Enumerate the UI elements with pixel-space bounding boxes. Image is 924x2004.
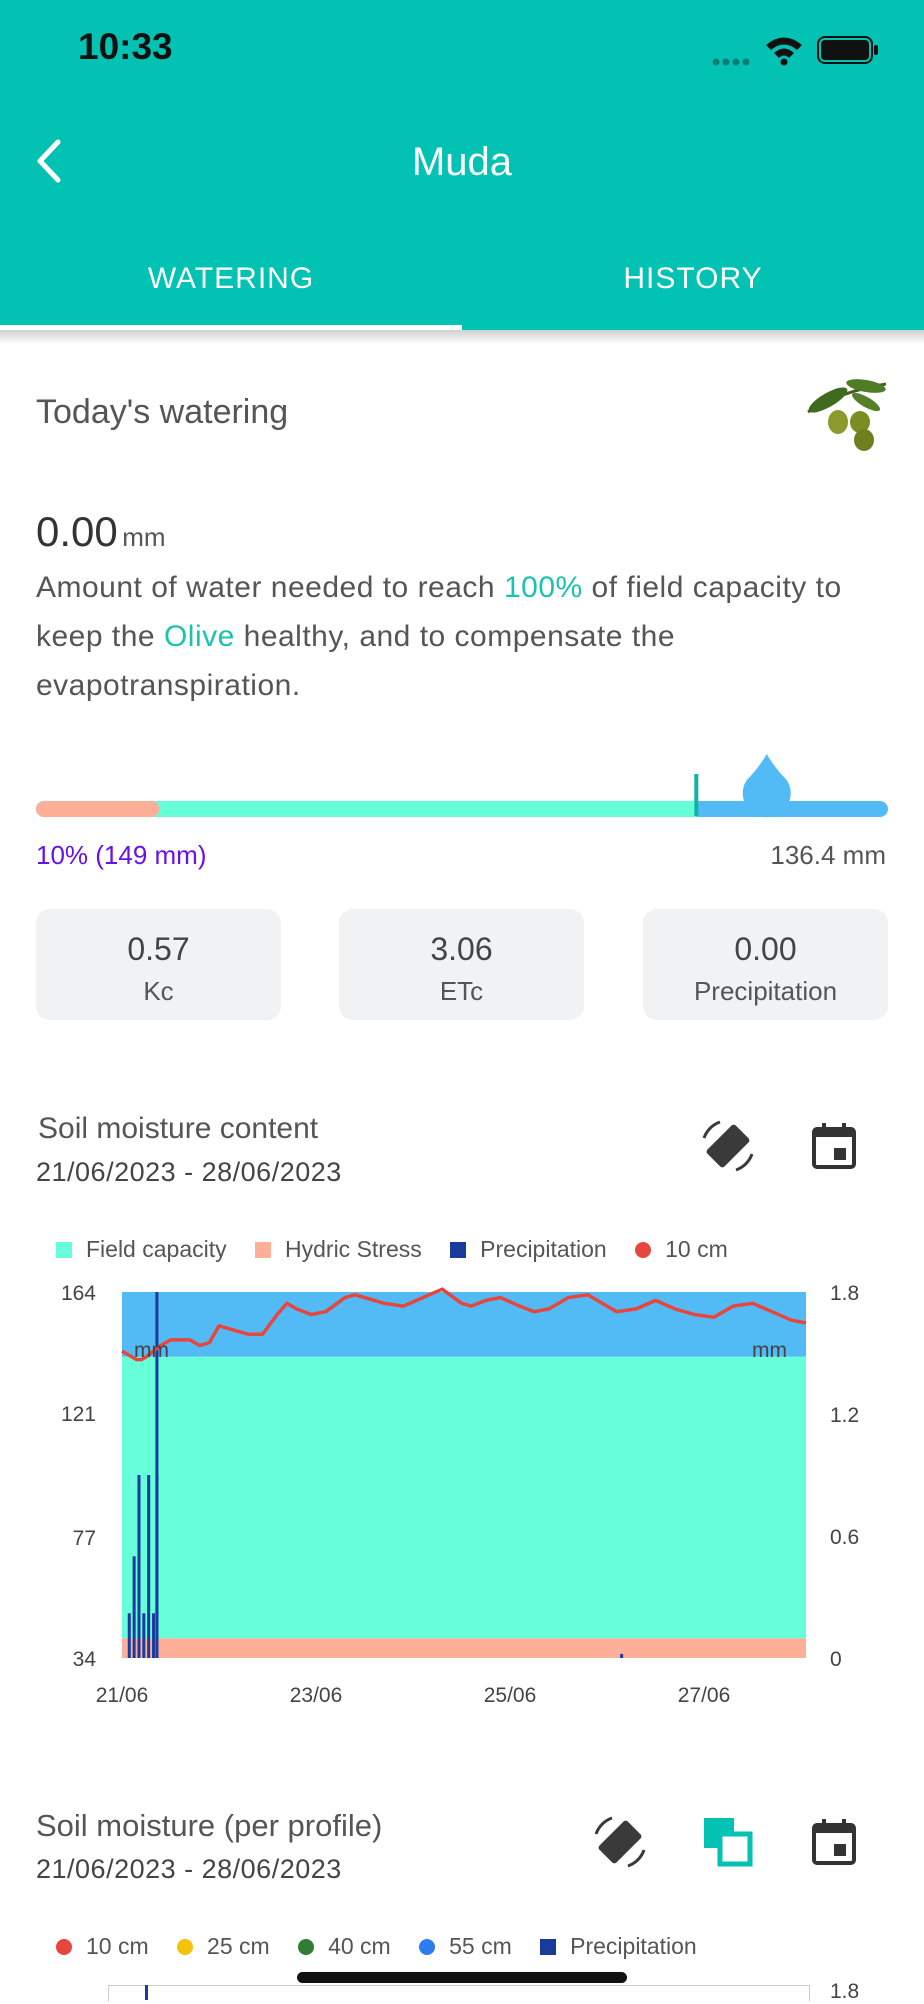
y-left-tick: 34 <box>73 1648 97 1671</box>
unit-right-label: mm <box>752 1339 787 1362</box>
soil-moisture-dates: 21/06/2023 - 28/06/2023 <box>36 1157 342 1187</box>
tab-history[interactable]: HISTORY <box>623 262 763 295</box>
profile-legend: 10 cm 25 cm 40 cm 55 cm Precipitation <box>56 1933 719 1960</box>
layers-icon <box>704 1818 753 1867</box>
profile-calendar-button[interactable] <box>808 1816 860 1873</box>
water-amount-unit: mm <box>122 522 166 552</box>
desc-text-3: healthy, and to compensate the evapotran… <box>36 620 676 702</box>
water-amount-value: 0.00 <box>36 508 118 555</box>
soil-moisture-title: Soil moisture content <box>38 1112 319 1145</box>
x-tick: 27/06 <box>678 1684 731 1707</box>
back-button[interactable] <box>30 136 70 186</box>
wifi-icon <box>764 34 804 71</box>
home-indicator <box>297 1972 627 1983</box>
screen-rotation-icon <box>594 1816 646 1868</box>
profile-title: Soil moisture (per profile) <box>36 1808 383 1843</box>
x-tick: 23/06 <box>290 1684 343 1707</box>
y-left-tick: 164 <box>61 1282 96 1305</box>
soil-moisture-chart: 164 121 77 34 1.8 1.2 0.6 0 21/06 23/06 25/06 27/06 <box>61 1282 859 1707</box>
y-left-tick: 121 <box>61 1403 96 1426</box>
stat-precipitation: 0.00 Precipitation <box>643 909 888 1020</box>
legend-profile-precipitation: Precipitation <box>540 1933 697 1959</box>
legend-profile-40cm: 40 cm <box>298 1933 391 1959</box>
stat-precipitation-label: Precipitation <box>693 976 838 1006</box>
calendar-icon <box>812 1123 856 1169</box>
page-title: Muda <box>411 140 513 184</box>
series-10cm-line <box>121 1287 807 1362</box>
layers-toggle-button[interactable] <box>700 1814 756 1875</box>
profile-rotate-button[interactable] <box>590 1812 650 1877</box>
legend-field-capacity: Field capacity <box>56 1236 227 1262</box>
signal-icon <box>712 54 752 72</box>
precipitation-bar <box>127 1613 131 1658</box>
field-capacity-max: 136.4 mm <box>770 840 886 870</box>
field-capacity-min: 10% (149 mm) <box>36 840 207 870</box>
profile-chart-frame <box>108 1985 810 2001</box>
legend-profile-25cm: 25 cm <box>177 1933 270 1959</box>
profile-dates: 21/06/2023 - 28/06/2023 <box>36 1854 342 1884</box>
y-right-tick: 1.2 <box>830 1404 859 1427</box>
profile-precipitation-bar <box>145 1985 148 2000</box>
rotate-screen-button[interactable] <box>698 1116 758 1181</box>
precipitation-bar <box>152 1613 156 1658</box>
precipitation-bar <box>142 1613 146 1658</box>
y-right-tick: 0 <box>830 1648 842 1671</box>
legend-precipitation: Precipitation <box>450 1236 607 1262</box>
water-level-bar[interactable] <box>36 752 888 824</box>
tab-watering[interactable]: WATERING <box>147 262 315 295</box>
precipitation-bar <box>137 1475 141 1658</box>
olive-branch-icon <box>798 372 890 457</box>
calendar-icon <box>812 1819 856 1865</box>
precipitation-bar <box>620 1653 624 1658</box>
chart-saturation-band <box>122 1292 806 1357</box>
stat-etc: 3.06 ETc <box>339 909 584 1020</box>
app-header <box>0 0 924 330</box>
legend-hydric-stress: Hydric Stress <box>255 1236 422 1262</box>
stat-etc-label: ETc <box>439 976 484 1006</box>
x-tick: 21/06 <box>96 1684 149 1707</box>
desc-crop: Olive <box>163 620 235 653</box>
watering-heading: Today's watering <box>36 393 289 431</box>
active-tab-indicator <box>0 325 462 330</box>
battery-icon <box>817 36 879 69</box>
legend-profile-55cm: 55 cm <box>419 1933 512 1959</box>
legend-profile-10cm: 10 cm <box>56 1933 149 1959</box>
desc-percent: 100% <box>503 571 583 604</box>
header-shadow <box>0 330 924 344</box>
status-time: 10:33 <box>78 26 173 67</box>
soil-moisture-legend: Field capacity Hydric Stress Precipitati… <box>56 1236 750 1263</box>
chevron-left-icon <box>37 139 61 183</box>
precipitation-bar <box>132 1556 136 1658</box>
calendar-button[interactable] <box>808 1120 860 1177</box>
desc-text-1: Amount of water needed to reach <box>36 571 504 604</box>
legend-10cm: 10 cm <box>635 1236 728 1262</box>
stat-kc-label: Kc <box>143 976 174 1006</box>
y-left-tick: 77 <box>73 1527 96 1550</box>
unit-left-label: mm <box>134 1339 169 1362</box>
stat-precipitation-value: 0.00 <box>734 931 797 967</box>
current-day-marker <box>155 1292 159 1658</box>
desc-text-2: of field capacity to keep the <box>36 571 842 653</box>
chart-field-capacity-band <box>122 1356 806 1639</box>
profile-right-tick: 1.8 <box>830 1980 860 2003</box>
stat-kc-value: 0.57 <box>127 931 190 967</box>
precipitation-bar <box>147 1475 151 1658</box>
x-tick: 25/06 <box>484 1684 537 1707</box>
watering-description: Amount of water needed to reach 100% of … <box>36 563 896 710</box>
y-right-tick: 1.8 <box>830 1282 859 1305</box>
chart-hydric-stress-band <box>122 1638 806 1658</box>
stat-etc-value: 3.06 <box>430 931 493 967</box>
screen-rotation-icon <box>702 1120 754 1172</box>
y-right-tick: 0.6 <box>830 1526 859 1549</box>
stat-kc: 0.57 Kc <box>36 909 281 1020</box>
water-amount: 0.00 mm <box>36 508 166 556</box>
